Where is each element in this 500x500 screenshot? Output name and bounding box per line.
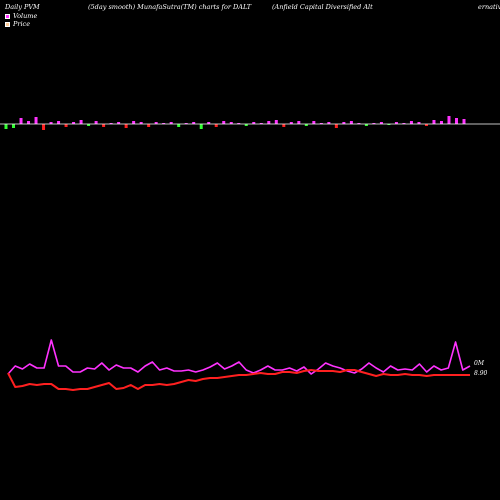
- company-name: (Anfield Capital Diversified Alt: [272, 3, 373, 11]
- volume-bar: [237, 123, 241, 124]
- chart-title: (5day smooth) MunafaSutra(TM) charts for…: [88, 3, 252, 11]
- volume-bar: [87, 124, 91, 126]
- volume-bar: [177, 124, 181, 127]
- volume-bar: [447, 116, 451, 124]
- volume-bar: [139, 122, 143, 124]
- volume-last-label: 0M: [474, 360, 485, 367]
- volume-bar: [109, 123, 113, 124]
- legend-volume: Volume: [5, 12, 37, 20]
- volume-bar: [57, 121, 61, 124]
- volume-bar: [364, 124, 368, 126]
- legend-volume-label: Volume: [13, 12, 38, 20]
- volume-bar: [274, 120, 278, 124]
- volume-bar: [94, 121, 98, 124]
- volume-bar: [42, 124, 46, 130]
- volume-bar: [454, 118, 458, 124]
- volume-bar: [259, 123, 263, 124]
- company-name-overflow: ernativ: [478, 3, 500, 11]
- volume-bar: [424, 124, 428, 126]
- volume-bar: [252, 122, 256, 124]
- volume-bar: [327, 122, 331, 124]
- price-volume-lines: [7, 339, 471, 391]
- volume-bar: [312, 121, 316, 124]
- volume-bar: [387, 124, 391, 125]
- volume-bar: [432, 120, 436, 124]
- volume-bar: [4, 124, 8, 129]
- volume-bar: [162, 123, 166, 124]
- volume-bar: [222, 121, 226, 124]
- volume-bar: [79, 120, 83, 124]
- volume-bar: [192, 122, 196, 124]
- volume-bar: [342, 122, 346, 124]
- volume-bar: [49, 122, 53, 124]
- volume-bar: [132, 121, 136, 124]
- volume-bar: [357, 123, 361, 124]
- chart-type-label: Daily PVM: [5, 3, 40, 11]
- price-line: [7, 369, 470, 391]
- volume-bar: [372, 123, 376, 124]
- volume-bar: [207, 122, 211, 124]
- volume-bar: [417, 122, 421, 124]
- legend-price-swatch: [5, 21, 10, 27]
- volume-bar: [462, 119, 466, 124]
- volume-bar: [334, 124, 338, 128]
- volume-bar: [64, 124, 68, 127]
- volume-bar: [147, 124, 151, 127]
- volume-bar: [297, 121, 301, 124]
- volume-bar: [72, 122, 76, 124]
- volume-bar: [267, 121, 271, 124]
- volume-bar: [439, 121, 443, 124]
- legend-price-label: Price: [13, 20, 31, 28]
- volume-bars: [4, 116, 466, 130]
- volume-bar: [117, 122, 121, 124]
- volume-bar: [282, 124, 286, 127]
- volume-bar: [184, 123, 188, 124]
- volume-bar: [34, 117, 38, 124]
- volume-bar: [124, 124, 128, 128]
- legend-price: Price: [5, 20, 30, 28]
- volume-bar: [402, 123, 406, 124]
- volume-bar: [349, 121, 353, 124]
- volume-bar: [394, 122, 398, 124]
- volume-bar: [214, 124, 218, 127]
- legend-volume-swatch: [5, 13, 10, 19]
- volume-bar: [169, 122, 173, 124]
- volume-line: [7, 339, 471, 375]
- volume-bar: [154, 122, 158, 124]
- volume-bar: [289, 122, 293, 124]
- volume-bar: [102, 124, 106, 127]
- price-last-label: 8.90: [474, 370, 488, 377]
- volume-bar: [409, 121, 413, 124]
- volume-bar: [244, 124, 248, 126]
- volume-bar: [199, 124, 203, 129]
- volume-bar: [19, 118, 23, 124]
- volume-bar: [229, 122, 233, 124]
- volume-bar: [12, 124, 16, 128]
- volume-bar: [379, 122, 383, 124]
- volume-bar: [319, 123, 323, 124]
- volume-bar: [27, 121, 31, 124]
- volume-bar: [304, 124, 308, 126]
